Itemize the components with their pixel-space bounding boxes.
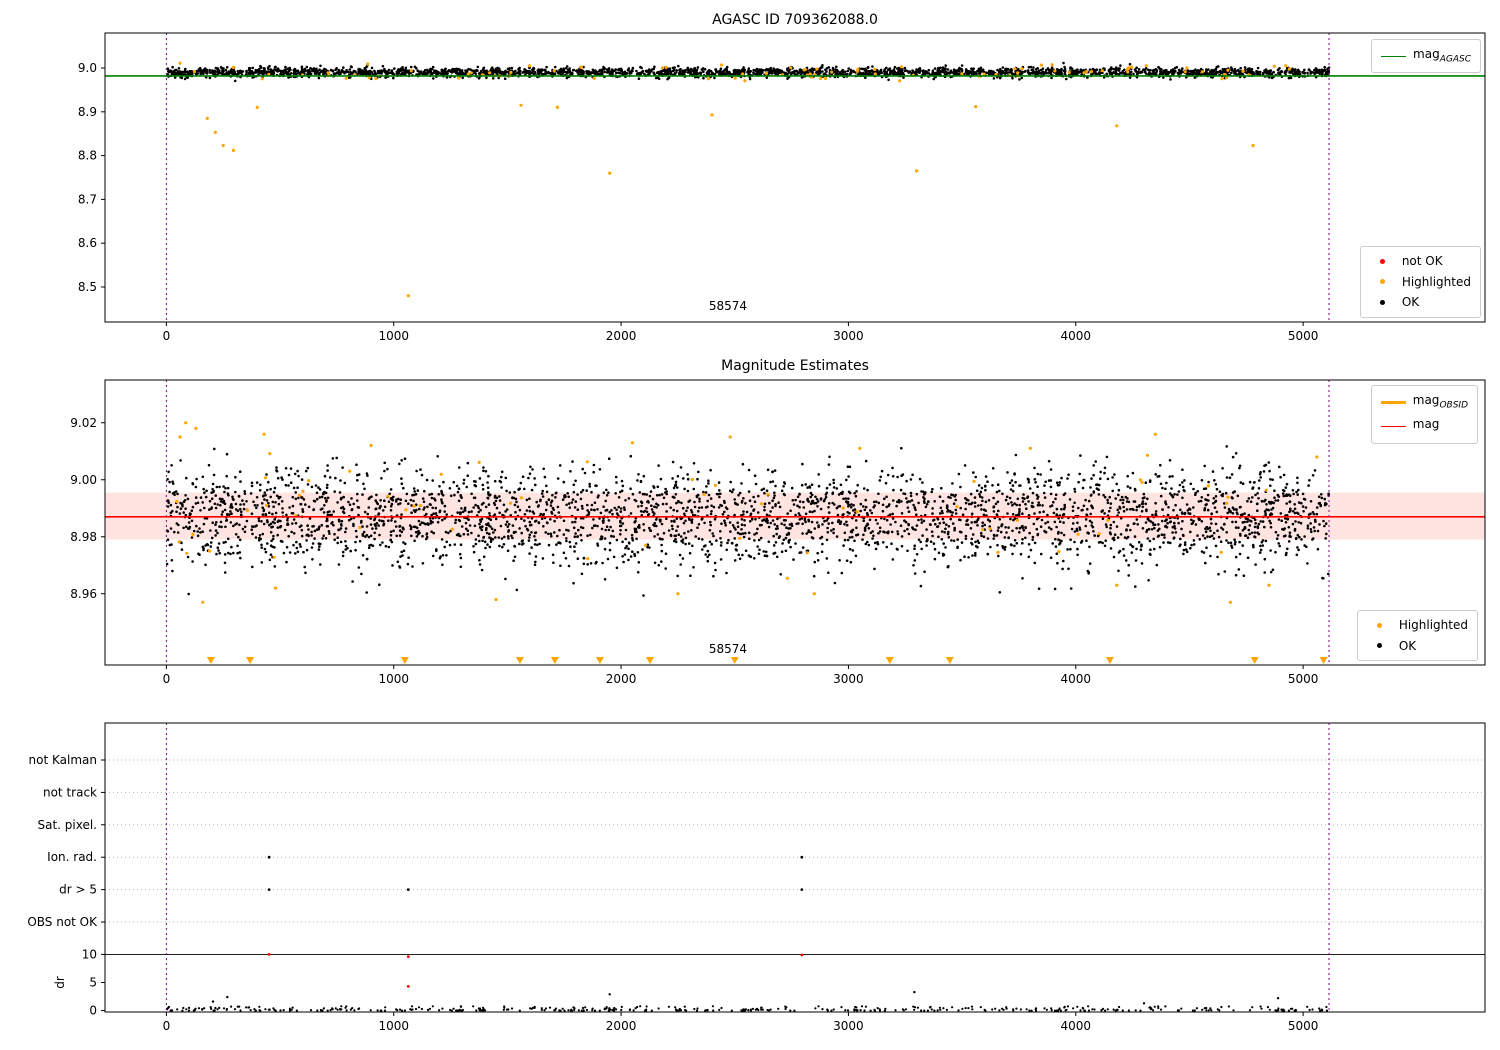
dr-tick-label: 5 [89, 976, 97, 990]
plot3-flag-points [267, 855, 804, 891]
legend-entry-highlighted: Highlighted [1367, 615, 1468, 636]
y-tick-label: 8.9 [78, 105, 97, 119]
y-tick-label: 8.98 [70, 530, 97, 544]
legend-entry-not-ok: not OK [1370, 251, 1471, 272]
plot1-ok-points [166, 61, 1331, 83]
y-tick-label: 8.7 [78, 192, 97, 206]
legend-label: Highlighted [1401, 274, 1471, 289]
category-label: Ion. rad. [47, 850, 97, 864]
x-tick-label: 3000 [833, 672, 864, 686]
legend-label: magOBSID [1412, 393, 1468, 411]
legend-entry-ok: OK [1367, 636, 1468, 657]
plot1-line-legend: magAGASC [1371, 39, 1481, 74]
mag-line-sample [1380, 425, 1406, 427]
plot2-line-legend: magOBSID mag [1370, 385, 1478, 444]
annotation-obsid: 58574 [709, 642, 747, 656]
x-tick-label: 1000 [378, 672, 409, 686]
dr-tick-label: 10 [82, 947, 97, 961]
dr-tick-label: 0 [89, 1004, 97, 1018]
x-tick-label: 1000 [378, 329, 409, 343]
x-tick-label: 1000 [378, 1019, 409, 1033]
plot1-highlighted-outliers [205, 103, 1255, 298]
y-tick-label: 8.5 [78, 280, 97, 294]
dr-axis-label: dr [53, 976, 67, 989]
y-tick-label: 8.96 [70, 587, 97, 601]
x-tick-label: 5000 [1288, 329, 1319, 343]
plot2-marker-legend: Highlighted OK [1356, 610, 1478, 662]
legend-entry-ok: OK [1370, 292, 1471, 313]
legend-entry-mag-agasc: magAGASC [1381, 44, 1471, 68]
y-tick-label: 8.6 [78, 236, 97, 250]
x-tick-label: 4000 [1061, 329, 1092, 343]
plot2-frame [104, 379, 1486, 666]
not-ok-marker-sample [1379, 258, 1385, 264]
legend-entry-mag-obsid: magOBSID [1380, 390, 1468, 414]
legend-label: Highlighted [1398, 618, 1468, 632]
plot1-title: AGASC ID 709362088.0 [712, 12, 878, 28]
category-label: Sat. pixel. [37, 818, 97, 832]
plot2-highlighted-outliers [178, 421, 1319, 604]
plot2-highlighted-points [175, 452, 1268, 580]
y-tick-label: 9.02 [70, 416, 97, 430]
x-tick-label: 0 [163, 1019, 171, 1033]
plot3-dr-mid-points [211, 990, 1280, 1005]
x-tick-label: 4000 [1061, 1019, 1092, 1033]
category-label: OBS not OK [27, 915, 98, 929]
legend-label: OK [1398, 638, 1417, 653]
y-tick-label: 8.8 [78, 149, 97, 163]
legend-label: not OK [1401, 254, 1443, 268]
ok-marker-sample [1379, 299, 1385, 305]
x-tick-label: 0 [163, 329, 171, 343]
plot1-marker-legend: not OK Highlighted OK [1359, 246, 1481, 318]
x-tick-label: 2000 [606, 1019, 637, 1033]
x-tick-label: 4000 [1061, 672, 1092, 686]
highlighted-marker-sample [1379, 279, 1385, 285]
x-tick-label: 0 [163, 672, 171, 686]
plot3-frame [104, 722, 1486, 1013]
legend-entry-highlighted: Highlighted [1370, 272, 1471, 293]
y-tick-label: 9.00 [70, 473, 97, 487]
legend-label: mag [1412, 417, 1440, 432]
plot3-dr-not-ok-points [267, 953, 804, 988]
highlighted-marker-sample [1376, 622, 1382, 628]
y-tick-label: 9.0 [78, 61, 97, 75]
x-tick-label: 3000 [833, 329, 864, 343]
category-label: dr > 5 [59, 883, 97, 897]
x-tick-label: 2000 [606, 672, 637, 686]
plot2-title: Magnitude Estimates [721, 358, 869, 374]
legend-entry-mag: mag [1380, 414, 1468, 438]
category-label: not Kalman [29, 753, 97, 767]
mag-obsid-line-sample [1380, 400, 1406, 404]
x-tick-label: 5000 [1288, 672, 1319, 686]
mag-agasc-line-sample [1381, 55, 1407, 57]
x-tick-label: 2000 [606, 329, 637, 343]
ok-marker-sample [1376, 643, 1382, 649]
legend-label: magAGASC [1413, 47, 1471, 65]
plot2-ok-points [165, 445, 1330, 597]
plot1-frame [104, 32, 1486, 323]
x-tick-label: 3000 [833, 1019, 864, 1033]
plot3-dr-points [165, 1005, 1329, 1012]
annotation-obsid: 58574 [709, 299, 747, 313]
legend-label: OK [1401, 295, 1420, 310]
x-tick-label: 5000 [1288, 1019, 1319, 1033]
category-label: not track [43, 785, 97, 799]
plot2-clipped-low-markers [206, 657, 1328, 664]
